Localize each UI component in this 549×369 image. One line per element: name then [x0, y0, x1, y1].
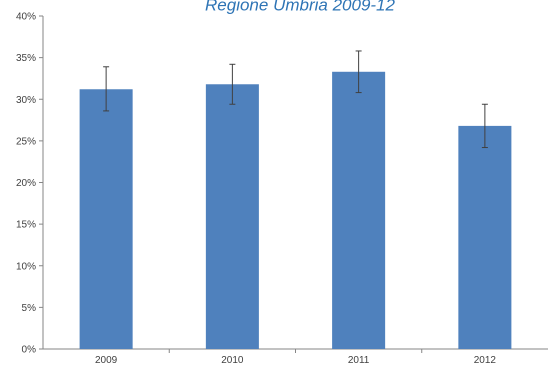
y-tick-label: 10%: [16, 261, 36, 272]
y-tick-label: 30%: [16, 95, 36, 106]
y-tick-label: 25%: [16, 136, 36, 147]
x-tick-label-2012: 2012: [474, 355, 497, 366]
bar-2010: [205, 84, 259, 349]
x-tick-label-2011: 2011: [348, 355, 370, 366]
y-tick-label: 35%: [16, 53, 36, 64]
y-axis: 0% 5% 10% 15% 20% 25% 30% 35% 40%: [16, 12, 44, 356]
chart-title: Regione Umbria 2009-12: [205, 0, 395, 14]
y-tick-label: 15%: [16, 220, 36, 231]
bar-2011: [332, 71, 386, 349]
x-axis: 2009 2010 2011 2012: [43, 348, 548, 366]
y-tick-label: 0%: [22, 345, 37, 356]
error-bars: [103, 50, 488, 149]
bars: [79, 71, 512, 349]
x-tick-label-2010: 2010: [221, 355, 244, 366]
y-tick-label: 20%: [16, 178, 36, 189]
x-tick-label-2009: 2009: [95, 355, 118, 366]
y-tick-label: 40%: [16, 12, 36, 23]
bar-2009: [79, 89, 133, 349]
bar-2012: [458, 125, 512, 349]
y-tick-label: 5%: [22, 303, 37, 314]
